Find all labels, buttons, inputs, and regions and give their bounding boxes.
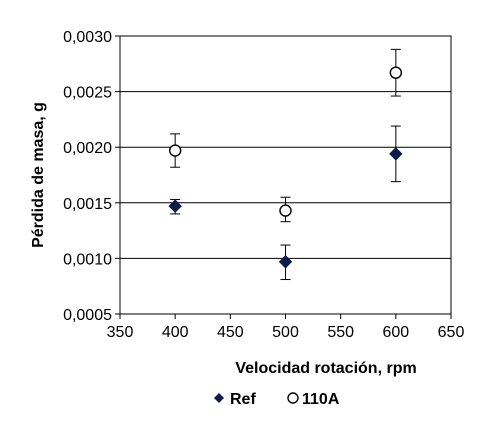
x-tick-label-0: 350 bbox=[107, 324, 134, 341]
series-ref-point-2 bbox=[389, 147, 403, 161]
y-tick-label-4: 0,0025 bbox=[63, 85, 112, 102]
data-series bbox=[168, 48, 403, 281]
y-tick-label-2: 0,0015 bbox=[63, 196, 112, 213]
series-110a-point-1 bbox=[279, 204, 292, 217]
legend-ref-marker bbox=[214, 393, 224, 403]
y-tick-label-1: 0,0010 bbox=[63, 251, 112, 268]
legend-ref-label: Ref bbox=[230, 391, 256, 408]
y-axis-title: Pérdida de masa, g bbox=[30, 102, 47, 248]
legend-110a-marker bbox=[287, 392, 299, 404]
x-axis-ticks: 350 400 450 500 550 600 650 bbox=[107, 314, 465, 341]
y-axis-ticks: 0,0005 0,0010 0,0015 0,0020 0,0025 0,0030 bbox=[63, 29, 120, 324]
series-110a-point-0 bbox=[168, 144, 182, 157]
series-ref-point-1 bbox=[278, 255, 293, 269]
grid-lines bbox=[120, 91, 451, 259]
x-tick-label-2: 450 bbox=[217, 324, 244, 341]
y-tick-label-0: 0,0005 bbox=[63, 307, 112, 324]
y-tick-label-5: 0,0030 bbox=[63, 29, 112, 46]
series-ref-point-0 bbox=[168, 199, 182, 213]
x-axis-title: Velocidad rotación, rpm bbox=[235, 360, 416, 377]
legend-110a-label: 110A bbox=[302, 391, 340, 408]
x-tick-label-1: 400 bbox=[162, 324, 189, 341]
series-110a bbox=[168, 48, 403, 223]
x-tick-label-6: 650 bbox=[438, 324, 465, 341]
x-tick-label-5: 600 bbox=[382, 324, 409, 341]
x-tick-label-3: 500 bbox=[272, 324, 299, 341]
series-110a-point-2 bbox=[389, 66, 403, 79]
series-ref bbox=[168, 125, 403, 281]
x-tick-label-4: 550 bbox=[327, 324, 354, 341]
legend: Ref 110A bbox=[214, 391, 340, 408]
y-tick-label-3: 0,0020 bbox=[63, 140, 112, 157]
